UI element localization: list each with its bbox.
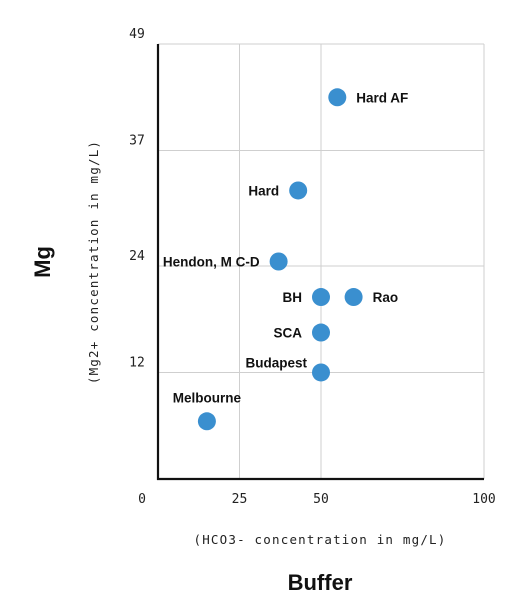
data-label-0: Hard AF <box>356 90 408 105</box>
data-label-1: Hard <box>248 183 279 198</box>
x-tick-label-25: 25 <box>232 492 248 507</box>
x-tick-label-50: 50 <box>313 492 329 507</box>
y-axis-label: Mg <box>30 246 55 278</box>
y-tick-label-24: 24 <box>129 249 145 264</box>
x-tick-label-100: 100 <box>472 492 495 507</box>
y-tick-label-37: 37 <box>129 134 145 149</box>
data-labels: Hard AF Hard Hendon, M C-D BH Rao SCA Budapest… <box>163 90 408 405</box>
x-tick-labels: 0 25 50 100 <box>138 492 496 507</box>
x-tick-label-0: 0 <box>138 492 146 507</box>
axes <box>156 44 484 481</box>
data-label-3: BH <box>283 290 303 305</box>
y-tick-label-12: 12 <box>129 355 145 370</box>
x-axis-sublabel: (HCO3- concentration in mg/L) <box>193 532 446 547</box>
data-label-5: SCA <box>273 326 302 341</box>
data-label-6: Budapest <box>245 355 307 370</box>
data-label-7: Melbourne <box>173 390 242 405</box>
data-point-4 <box>344 288 363 307</box>
y-tick-label-49: 49 <box>129 27 145 42</box>
data-point-0 <box>328 88 347 107</box>
data-point-5 <box>312 323 330 342</box>
data-label-4: Rao <box>373 290 399 305</box>
data-label-2: Hendon, M C-D <box>163 255 260 270</box>
data-point-7 <box>197 412 216 431</box>
data-point-6 <box>312 363 330 382</box>
y-axis-sublabel: (Mg2+ concentration in mg/L) <box>86 140 101 384</box>
x-axis-label: Buffer <box>288 570 353 595</box>
grid <box>158 43 485 479</box>
data-point-3 <box>312 288 330 307</box>
data-point-1 <box>289 181 308 200</box>
data-point-2 <box>269 252 288 271</box>
data-points <box>197 88 363 431</box>
y-tick-labels: 12 24 37 49 <box>129 27 145 370</box>
